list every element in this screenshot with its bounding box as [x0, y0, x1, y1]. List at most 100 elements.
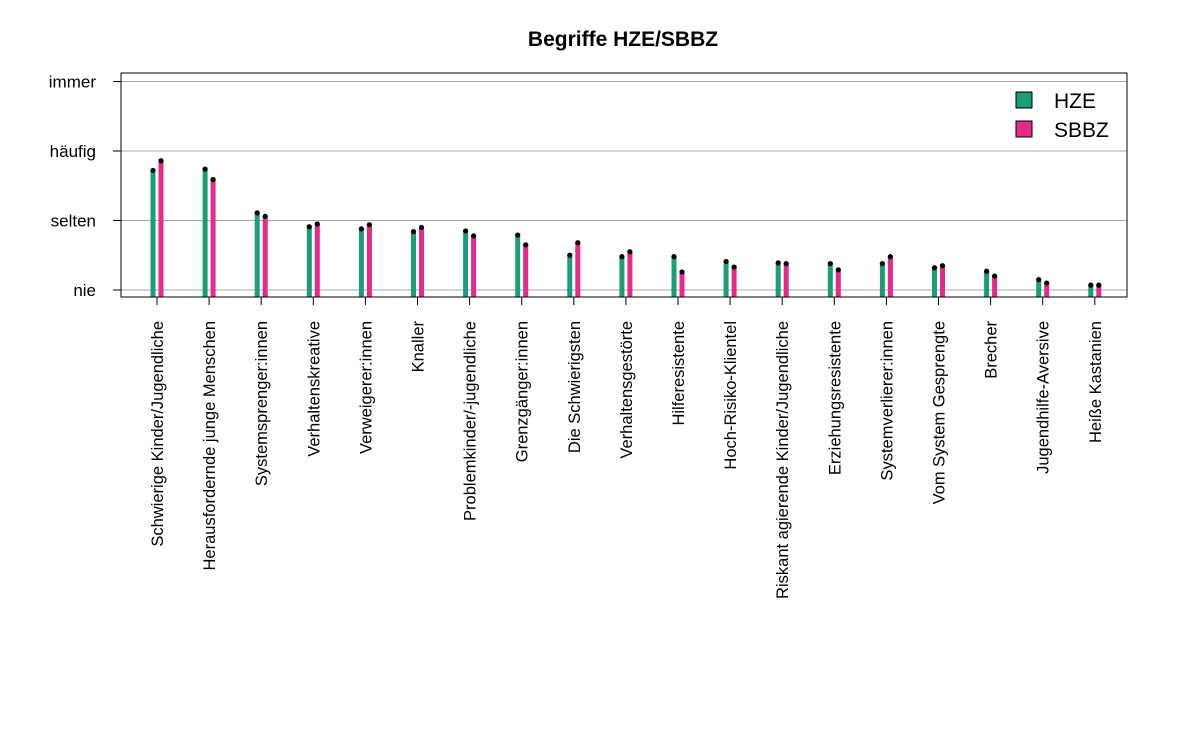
- point-sbbz: [627, 249, 633, 255]
- bars: [150, 158, 1102, 297]
- point-sbbz: [887, 254, 894, 260]
- point-hze: [306, 224, 312, 230]
- legend-label-sbbz: SBBZ: [1054, 119, 1109, 142]
- legend-swatch-sbbz: [1015, 120, 1033, 138]
- bar-hze: [827, 263, 833, 297]
- bar-sbbz: [471, 235, 477, 297]
- point-hze: [202, 166, 208, 172]
- x-tick-label: Erziehungsresistente: [826, 321, 844, 475]
- point-hze: [150, 167, 156, 174]
- y-tick-label: häufig: [50, 142, 96, 161]
- point-hze: [879, 260, 886, 267]
- bar-sbbz: [835, 269, 841, 297]
- point-sbbz: [992, 273, 998, 279]
- bar-hze: [775, 262, 781, 297]
- bar-hze: [411, 231, 416, 297]
- bar-sbbz: [575, 242, 581, 297]
- chart-title: Begriffe HZE/SBBZ: [528, 28, 718, 51]
- bar-sbbz: [366, 224, 372, 297]
- x-tick-label: Verhaltensgestörte: [618, 321, 636, 459]
- point-hze: [775, 260, 781, 266]
- x-tick-label: Systemsprenger:innen: [253, 321, 271, 486]
- x-tick-label: Heiße Kastanien: [1087, 321, 1105, 443]
- point-hze: [827, 260, 833, 267]
- bar-sbbz: [992, 276, 998, 297]
- x-tick-label: Verhaltenskreative: [305, 321, 323, 457]
- point-hze: [1088, 282, 1094, 288]
- bar-hze: [463, 230, 469, 297]
- y-tick-label: selten: [51, 212, 96, 231]
- bar-hze: [1036, 279, 1042, 297]
- bar-sbbz: [1044, 283, 1050, 297]
- x-tick-label: Grenzgänger:innen: [514, 321, 532, 462]
- x-tick-label: Problemkinder/-jugendliche: [462, 321, 480, 521]
- legend-label-hze: HZE: [1054, 90, 1096, 113]
- x-tick-label: Knaller: [410, 321, 428, 373]
- point-hze: [463, 228, 469, 234]
- point-sbbz: [1096, 282, 1102, 288]
- bar-hze: [879, 263, 885, 297]
- x-tick-label: Schwierige Kinder/Jugendliche: [149, 321, 167, 547]
- x-tick-label: Riskant agierende Kinder/Jugendliche: [774, 321, 792, 599]
- bar-sbbz: [523, 244, 529, 297]
- point-hze: [619, 254, 625, 260]
- point-sbbz: [471, 233, 477, 239]
- point-sbbz: [1044, 280, 1050, 286]
- y-axis: nie selten häufig immer: [49, 73, 121, 300]
- point-sbbz: [158, 158, 164, 164]
- point-sbbz: [835, 267, 841, 273]
- point-sbbz: [575, 240, 581, 246]
- x-tick-label: Verweigerer:innen: [357, 321, 375, 454]
- bar-hze: [306, 226, 312, 297]
- point-sbbz: [939, 263, 946, 269]
- point-hze: [358, 226, 364, 232]
- x-tick-label: Die Schwierigsten: [566, 321, 584, 453]
- bar-sbbz: [679, 271, 685, 297]
- x-tick-label: Hilferesistente: [670, 321, 688, 426]
- x-tick-label: Hoch-Risiko-Klientel: [722, 321, 740, 470]
- point-sbbz: [366, 222, 372, 228]
- bar-hze: [254, 212, 260, 297]
- point-hze: [254, 210, 260, 216]
- bar-sbbz: [314, 223, 320, 297]
- bar-sbbz: [158, 160, 164, 297]
- point-hze: [410, 229, 417, 235]
- bar-sbbz: [210, 179, 216, 297]
- bar-sbbz: [627, 251, 633, 297]
- plot-border: [120, 72, 1128, 298]
- point-hze: [931, 265, 938, 271]
- point-sbbz: [418, 224, 425, 231]
- point-sbbz: [314, 221, 320, 227]
- point-sbbz: [783, 260, 789, 267]
- point-hze: [984, 268, 990, 274]
- bar-sbbz: [419, 227, 424, 297]
- point-sbbz: [210, 176, 216, 183]
- bar-hze: [567, 255, 573, 297]
- x-axis: Schwierige Kinder/Jugendliche Herausforde…: [149, 297, 1105, 599]
- legend-swatch-hze: [1015, 91, 1033, 109]
- y-tick-label: immer: [49, 73, 97, 92]
- bar-sbbz: [783, 263, 789, 297]
- point-hze: [1036, 276, 1042, 283]
- bar-hze: [150, 170, 156, 297]
- bar-sbbz: [940, 265, 945, 297]
- point-sbbz: [679, 269, 685, 275]
- point-hze: [515, 232, 521, 238]
- legend: HZE SBBZ: [1015, 90, 1109, 142]
- bar-hze: [932, 267, 937, 297]
- bar-hze: [619, 256, 625, 297]
- bar-sbbz: [262, 216, 268, 297]
- point-sbbz: [262, 213, 268, 219]
- bar-hze: [202, 169, 208, 297]
- bar-hze: [671, 256, 677, 297]
- point-hze: [723, 258, 729, 265]
- y-tick-label: nie: [73, 281, 96, 300]
- bar-sbbz: [887, 256, 893, 297]
- x-tick-label: Systemverlierer:innen: [878, 321, 896, 481]
- bar-hze: [358, 228, 364, 297]
- x-tick-label: Brecher: [983, 321, 1001, 379]
- bar-hze: [984, 271, 990, 297]
- point-hze: [567, 252, 573, 258]
- x-tick-label: Vom System Gesprengte: [931, 321, 949, 504]
